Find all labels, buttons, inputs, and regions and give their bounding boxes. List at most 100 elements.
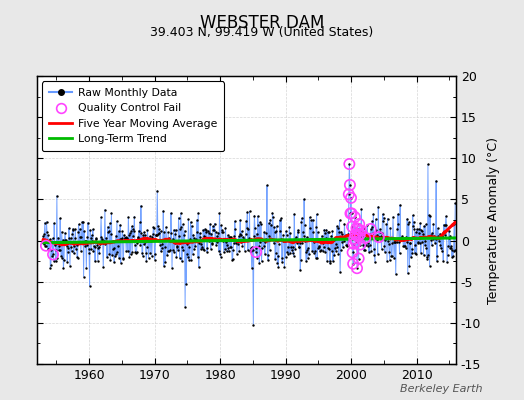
Point [183,254,192,261]
Point [168,265,176,271]
Point [296,267,304,273]
Point [348,249,357,256]
Point [423,254,431,260]
Point [417,249,425,256]
Point [188,238,196,244]
Point [450,248,458,254]
Point [42,219,51,225]
Point [286,230,294,236]
Point [337,239,346,245]
Point [254,222,263,228]
Point [227,234,236,241]
Point [343,242,352,248]
Point [41,242,50,249]
Point [146,233,154,240]
Point [62,243,71,250]
Point [202,227,210,233]
Point [262,230,270,236]
Point [242,230,250,237]
Point [47,247,56,253]
Point [282,232,291,238]
Point [282,228,290,234]
Point [353,265,361,271]
Point [125,254,134,260]
Point [292,234,300,240]
Point [67,235,75,241]
Point [315,244,323,250]
Point [389,214,397,220]
Point [40,241,48,248]
Point [393,226,401,233]
Point [225,234,234,240]
Point [140,229,148,235]
Point [402,234,410,240]
Point [267,235,275,242]
Point [68,248,76,254]
Point [258,245,266,251]
Point [400,236,409,242]
Point [56,247,64,254]
Point [360,225,368,231]
Point [321,230,329,236]
Point [151,231,160,238]
Point [388,240,397,246]
Point [346,210,355,217]
Point [250,212,259,219]
Point [107,210,116,216]
Point [397,235,406,242]
Point [352,239,360,245]
Point [155,226,163,232]
Point [277,236,285,242]
Point [43,229,51,236]
Point [240,236,248,242]
Point [302,234,311,240]
Point [220,249,228,256]
Point [49,258,58,264]
Point [357,228,365,234]
Point [43,246,52,252]
Point [205,236,214,242]
Point [408,250,416,256]
Point [288,238,296,244]
Point [268,236,276,242]
Point [298,215,306,221]
Point [384,215,392,222]
Point [247,265,256,272]
Point [374,204,383,210]
Point [248,244,256,250]
Point [306,225,314,231]
Point [149,231,157,237]
Point [273,260,281,266]
Point [367,248,375,254]
Point [159,208,168,214]
Point [208,240,216,247]
Point [401,242,409,249]
Point [392,236,400,242]
Point [106,257,115,264]
Point [350,240,358,247]
Point [57,240,65,246]
Point [451,247,459,254]
Point [449,252,457,259]
Point [338,231,346,238]
Point [341,232,350,238]
Point [293,228,302,235]
Point [176,226,184,232]
Point [87,246,95,252]
Point [163,248,172,254]
Point [441,232,449,238]
Point [219,238,227,244]
Point [61,237,70,243]
Point [291,246,300,252]
Point [230,240,238,246]
Point [128,226,137,232]
Point [427,236,435,243]
Point [252,245,260,251]
Point [314,243,323,249]
Point [310,250,318,256]
Point [65,235,73,241]
Point [255,260,264,266]
Point [374,250,382,257]
Point [377,246,386,252]
Point [228,256,236,263]
